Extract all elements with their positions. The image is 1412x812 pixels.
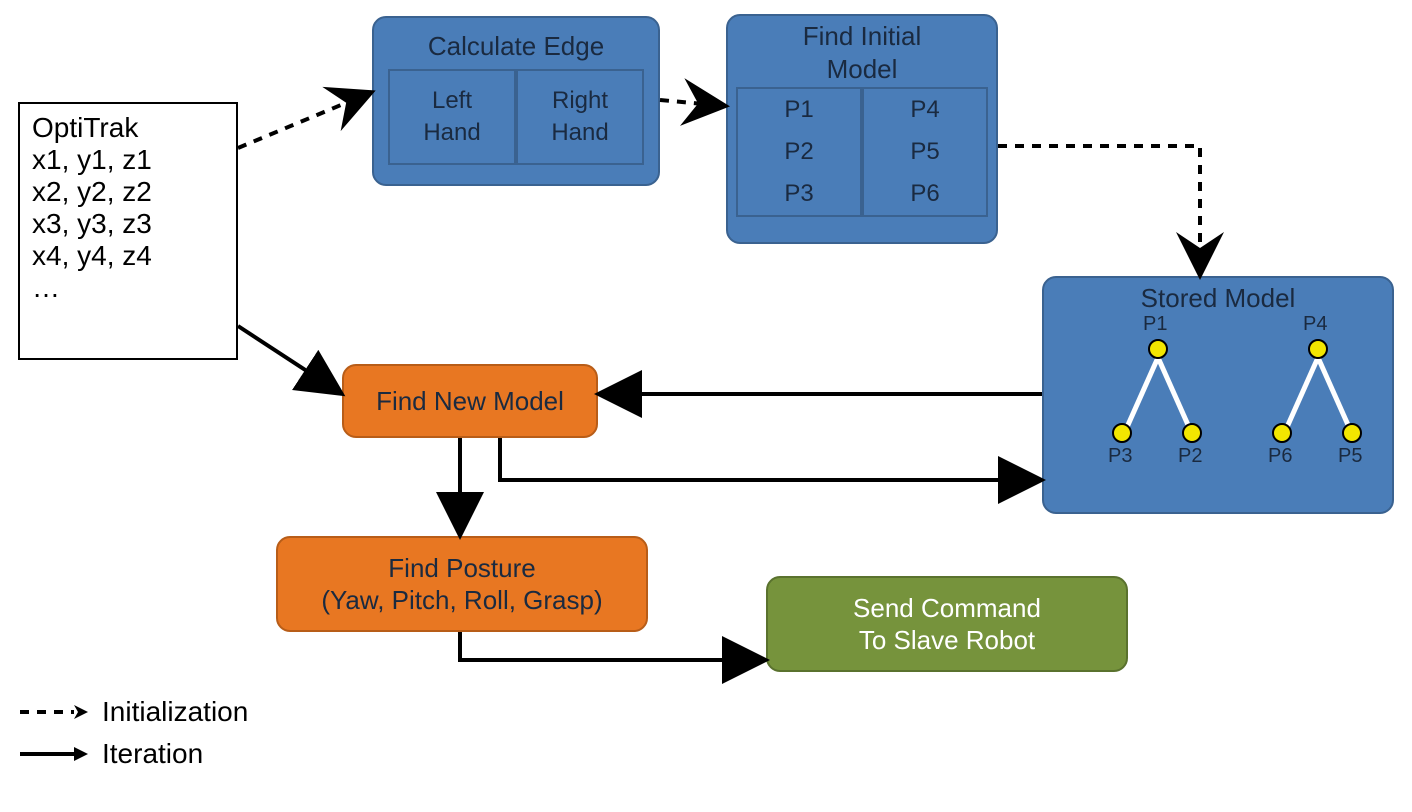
send-command-line-1: To Slave Robot [859, 624, 1035, 657]
send-command-line-0: Send Command [853, 592, 1041, 625]
find-new-model-box: Find New Model [342, 364, 598, 438]
legend-solid-icon [20, 744, 90, 764]
optitrak-line-3: x4, y4, z4 [32, 240, 224, 272]
stored-p3-label: P3 [1108, 445, 1132, 468]
find-initial-p4: P4 [910, 94, 939, 125]
legend-init: Initialization [20, 696, 248, 728]
calc-edge-box: Calculate Edge Left Hand Right Hand [372, 16, 660, 186]
stored-p6-label: P6 [1268, 445, 1292, 468]
stored-p2-label: P2 [1178, 445, 1202, 468]
find-initial-title-0: Find Initial [736, 20, 988, 53]
calc-edge-title: Calculate Edge [380, 24, 652, 69]
stored-model-title: Stored Model [1048, 282, 1388, 315]
find-initial-box: Find Initial Model P1 P2 P3 P4 P5 P6 [726, 14, 998, 244]
calc-edge-right-cell: Right Hand [516, 69, 644, 165]
optitrak-line-1: x2, y2, z2 [32, 176, 224, 208]
tree-node-p5 [1342, 423, 1362, 443]
find-posture-subtitle: (Yaw, Pitch, Roll, Grasp) [321, 584, 602, 617]
find-initial-p2: P2 [784, 136, 813, 167]
legend-dashed-icon [20, 702, 90, 722]
stored-p1-label: P1 [1143, 313, 1167, 336]
find-initial-left-col: P1 P2 P3 [736, 87, 862, 217]
optitrak-title: OptiTrak [32, 112, 224, 144]
find-initial-p3: P3 [784, 178, 813, 209]
find-posture-title: Find Posture [388, 552, 535, 585]
find-posture-box: Find Posture (Yaw, Pitch, Roll, Grasp) [276, 536, 648, 632]
legend-init-label: Initialization [102, 696, 248, 728]
tree-node-p3 [1112, 423, 1132, 443]
calc-edge-right-label-1: Hand [551, 117, 608, 148]
legend-iter: Iteration [20, 738, 203, 770]
find-initial-p6: P6 [910, 178, 939, 209]
stored-p5-label: P5 [1338, 445, 1362, 468]
calc-edge-left-cell: Left Hand [388, 69, 516, 165]
find-initial-p5: P5 [910, 136, 939, 167]
stored-model-box: Stored Model P1 P3 P2 P4 P6 P5 [1042, 276, 1394, 514]
calc-edge-right-label-0: Right [552, 85, 608, 116]
optitrak-line-2: x3, y3, z3 [32, 208, 224, 240]
optitrak-box: OptiTrak x1, y1, z1 x2, y2, z2 x3, y3, z… [18, 102, 238, 360]
calc-edge-left-label-1: Hand [423, 117, 480, 148]
tree-node-p2 [1182, 423, 1202, 443]
legend-iter-label: Iteration [102, 738, 203, 770]
find-new-model-title: Find New Model [376, 385, 564, 418]
optitrak-line-4: … [32, 272, 224, 304]
find-initial-right-col: P4 P5 P6 [862, 87, 988, 217]
tree-node-p6 [1272, 423, 1292, 443]
find-initial-p1: P1 [784, 94, 813, 125]
optitrak-line-0: x1, y1, z1 [32, 144, 224, 176]
tree-node-p4 [1308, 339, 1328, 359]
tree-node-p1 [1148, 339, 1168, 359]
calc-edge-left-label-0: Left [432, 85, 472, 116]
send-command-box: Send Command To Slave Robot [766, 576, 1128, 672]
stored-p4-label: P4 [1303, 313, 1327, 336]
find-initial-title-1: Model [736, 53, 988, 86]
